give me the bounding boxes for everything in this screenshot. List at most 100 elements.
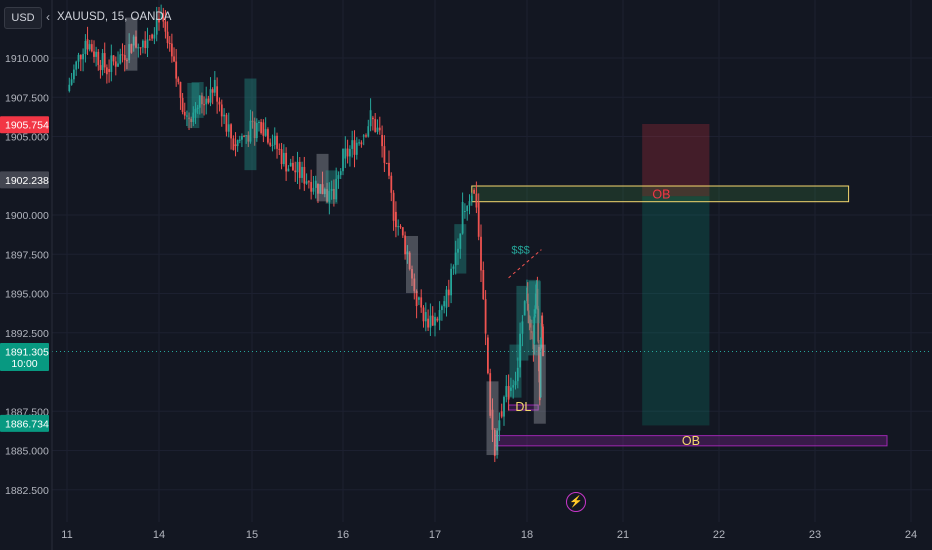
range-box [125, 17, 138, 71]
candle-body [507, 386, 510, 400]
candle-body [516, 367, 519, 382]
candle-body [535, 283, 538, 294]
candle-body [473, 189, 475, 194]
chart-header: USD ‹ XAUUSD, 15, OANDA [0, 0, 932, 34]
candle-body [351, 140, 354, 149]
time-tick-label: 17 [429, 529, 441, 541]
candle-body [207, 98, 210, 103]
candle-body [160, 13, 163, 15]
candle-body [168, 43, 171, 45]
candle-body [365, 135, 367, 137]
candle-body [273, 135, 276, 145]
candle-body [349, 148, 351, 157]
candle-body [170, 43, 173, 57]
candle-body [491, 409, 494, 430]
zone-label: OB [682, 434, 700, 448]
candle-body [255, 122, 258, 139]
candle-body [466, 205, 469, 212]
price-label-box [0, 171, 49, 189]
candle-body [418, 297, 420, 300]
candle-body [376, 127, 379, 132]
time-tick-label: 16 [337, 529, 349, 541]
candle-body [452, 266, 455, 269]
candle-body [314, 180, 317, 188]
candle-body [232, 138, 235, 150]
candle-body [130, 44, 133, 53]
candle-body [533, 316, 536, 344]
candle-body [312, 187, 315, 192]
candle-body [230, 124, 232, 139]
price-label-box [0, 343, 49, 372]
candle-body [194, 109, 197, 113]
candle-body [496, 430, 498, 451]
candle-body [267, 129, 269, 143]
candle-body [317, 183, 319, 194]
candle-body [269, 142, 272, 146]
range-box [191, 82, 204, 118]
candle-body [179, 81, 182, 98]
candle-body [415, 291, 418, 307]
candle-body [335, 178, 338, 200]
candle-body [258, 122, 260, 124]
candle-body [105, 67, 108, 75]
currency-button[interactable]: USD [4, 7, 42, 29]
candle-body [294, 170, 297, 173]
candle-body [512, 385, 515, 388]
chevron-left-icon[interactable]: ‹ [46, 10, 50, 24]
candle-body [326, 189, 328, 203]
candle-body [142, 40, 144, 48]
candle-body [475, 193, 478, 208]
stop-zone[interactable] [642, 123, 710, 197]
price-tick-label: 1907.500 [5, 92, 49, 104]
candle-body [539, 347, 542, 398]
candle-body [319, 184, 322, 194]
candle-body [245, 135, 248, 137]
candle-body [251, 120, 254, 122]
candle-body [97, 51, 100, 66]
liquidity-line[interactable] [508, 249, 542, 279]
candle-body [196, 107, 199, 110]
candle-body [205, 98, 208, 105]
range-box [516, 285, 529, 361]
candle-body [395, 211, 397, 228]
candle-body [198, 95, 201, 108]
candle-body [526, 293, 529, 311]
candle-body [153, 34, 156, 39]
target-zone[interactable] [642, 196, 710, 426]
range-box [509, 344, 522, 398]
candle-body [536, 288, 539, 309]
candle-body [155, 18, 158, 35]
candle-body [406, 251, 409, 255]
candle-body [519, 333, 521, 368]
candle-body [330, 188, 333, 191]
candle-body [358, 142, 360, 144]
candle-body [296, 161, 299, 173]
candle-body [236, 140, 239, 147]
candle-body [292, 162, 294, 171]
candle-body [247, 135, 250, 142]
candle-body [82, 54, 84, 60]
candle-body [411, 269, 413, 279]
price-label-text: 1905.754 [5, 120, 49, 132]
candle-body [234, 144, 237, 147]
price-axis[interactable] [0, 0, 52, 550]
candle-body [139, 47, 142, 49]
candle-body [346, 148, 349, 157]
price-tick-label: 1900.000 [5, 210, 49, 222]
candle-body [445, 289, 448, 308]
candle-body [401, 227, 404, 236]
candle-body [223, 114, 225, 117]
candle-body [285, 152, 288, 172]
candle-body [225, 114, 228, 132]
candle-body [514, 381, 517, 386]
lightning-bolt-icon[interactable]: ⚡ [566, 492, 586, 512]
candle-body [213, 79, 216, 93]
candle-body [342, 148, 344, 172]
candle-body [355, 142, 358, 155]
candle-body [388, 162, 390, 176]
candle-body [192, 112, 195, 123]
candle-body [530, 331, 533, 333]
candle-body [84, 40, 87, 55]
time-axis[interactable] [52, 522, 932, 550]
